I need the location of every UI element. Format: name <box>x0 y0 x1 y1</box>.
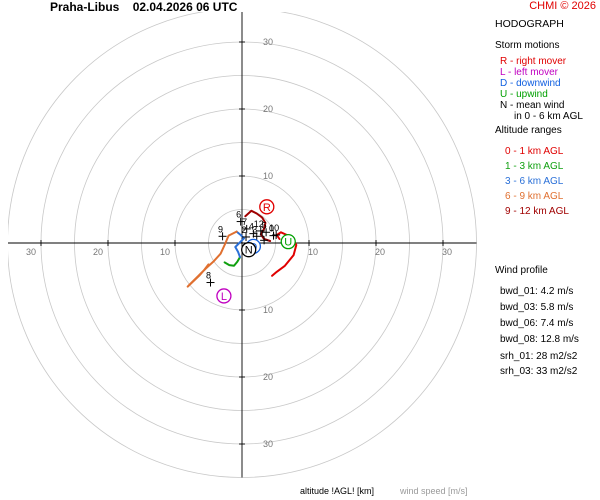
hodograph-line-segment <box>223 256 241 267</box>
axes <box>8 12 477 478</box>
wind-profile-title: Wind profile <box>495 265 548 276</box>
altitude-marker-label: 9 <box>218 224 223 234</box>
legend-panel: HODOGRAPH Storm motions R - right mover L… <box>490 0 600 500</box>
altitude-marker-label: 7 <box>242 217 247 227</box>
storm-motion-legend-item: R - right mover <box>500 56 567 67</box>
altitude-range-legend-item: 0 - 1 km AGL <box>505 146 564 157</box>
storm-relative-helicity-value: srh_01: 28 m2/s2 <box>500 351 578 362</box>
wind-profile-value: bwd_03: 5.8 m/s <box>500 302 574 313</box>
tick-label: 10 <box>263 305 273 315</box>
storm-motion-label: R <box>263 202 271 214</box>
tick-label: 30 <box>263 37 273 47</box>
storm-motion-label: L <box>221 291 227 303</box>
altitude-marker-label: 5 <box>262 220 267 230</box>
storm-motion-legend-item: D - downwind <box>500 78 561 89</box>
hodograph-series <box>186 209 298 288</box>
tick-label: 30 <box>442 247 452 257</box>
tick-label: 30 <box>26 247 36 257</box>
altitude-marker-label: 4 <box>249 222 254 232</box>
altitude-unit-label: altitude !AGL! [km] <box>300 486 375 496</box>
storm-motion-legend-item: in 0 - 6 km AGL <box>514 111 583 122</box>
wind-speed-unit-label: wind speed [m/s] <box>400 486 468 496</box>
storm-motion-legend-item: U - upwind <box>500 89 548 100</box>
tick-label: 20 <box>263 372 273 382</box>
page-title: Praha-Libus 02.04.2026 06 UTC <box>50 0 237 14</box>
hodograph-line-segment <box>244 209 272 242</box>
storm-motions-title: Storm motions <box>495 40 560 51</box>
tick-label: 10 <box>308 247 318 257</box>
altitude-range-legend-item: 9 - 12 km AGL <box>505 206 569 217</box>
altitude-ranges-title: Altitude ranges <box>495 125 562 136</box>
altitude-marker-label: 2 <box>242 225 247 235</box>
storm-motion-circle <box>259 199 275 215</box>
legend-title: HODOGRAPH <box>495 18 564 30</box>
altitude-marker-label: 3 <box>252 224 257 234</box>
wind-profile-value: bwd_06: 7.4 m/s <box>500 318 574 329</box>
altitude-marker-label: 1 <box>260 228 265 238</box>
storm-motion-legend-item: N - mean wind <box>500 100 565 111</box>
tick-label: 10 <box>263 171 273 181</box>
altitude-marker-label: 6 <box>236 210 241 220</box>
wind-profile-value: bwd_01: 4.2 m/s <box>500 286 574 297</box>
tick-label: 20 <box>375 247 385 257</box>
hodograph-line-segment <box>234 230 245 259</box>
storm-relative-helicity-value: srh_03: 33 m2/s2 <box>500 366 578 377</box>
altitude-range-legend-item: 1 - 3 km AGL <box>505 161 564 172</box>
altitude-marker-label: 0 <box>269 224 274 234</box>
storm-motion-markers: RLDUN <box>216 199 296 304</box>
altitude-range-legend-item: 3 - 6 km AGL <box>505 176 564 187</box>
tick-label: 20 <box>93 247 103 257</box>
storm-motion-circle <box>280 234 296 250</box>
altitude-range-legend-item: 6 - 9 km AGL <box>505 191 564 202</box>
copyright-credit: CHMI © 2026 <box>529 0 596 12</box>
storm-motion-label: N <box>245 245 253 257</box>
storm-motion-label: U <box>284 237 292 249</box>
storm-motion-circle <box>241 242 257 258</box>
altitude-marker-label: 8 <box>206 271 211 281</box>
storm-motion-legend-item: L - left mover <box>500 67 558 78</box>
tick-label: 30 <box>263 439 273 449</box>
tick-label: 10 <box>160 247 170 257</box>
hodograph-line-segment <box>186 230 238 288</box>
altitude-marker-label: 10 <box>269 223 279 233</box>
tick-label: 20 <box>263 104 273 114</box>
storm-motion-circle <box>216 288 232 304</box>
station-name: Praha-Libus <box>50 0 120 14</box>
wind-profile-value: bwd_08: 12.8 m/s <box>500 334 579 345</box>
altitude-marker-label: 12 <box>254 219 264 229</box>
forecast-datetime: 02.04.2026 06 UTC <box>132 0 238 14</box>
